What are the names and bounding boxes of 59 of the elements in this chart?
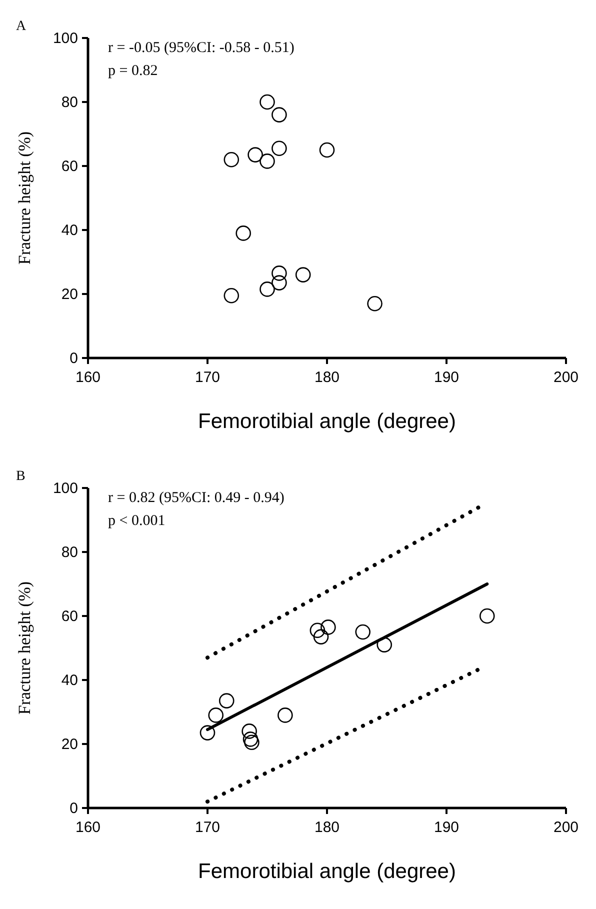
x-tick-label: 200: [553, 369, 579, 386]
point: [260, 94, 275, 110]
point: [272, 107, 287, 122]
x-tick-label: 180: [314, 819, 340, 836]
y-tick-label: 100: [52, 30, 78, 47]
point: [376, 637, 392, 652]
y-axis-title: Fracture height (%): [15, 581, 34, 715]
chart-title: B: [16, 469, 26, 484]
point: [218, 693, 234, 708]
annotation: p < 0.001: [108, 513, 166, 529]
y-tick-label: 60: [61, 608, 78, 625]
y-tick-label: 20: [61, 286, 78, 303]
point: [236, 226, 251, 241]
annotation: r = -0.05 (95%CI: -0.58 - 0.51): [108, 40, 294, 56]
y-tick-label: 0: [70, 800, 78, 817]
x-tick-label: 170: [194, 819, 220, 836]
point: [278, 708, 293, 723]
y-axis-title: Fracture height (%): [15, 131, 34, 265]
y-tick-label: 80: [61, 544, 78, 561]
y-tick-label: 40: [61, 672, 78, 689]
point: [260, 282, 275, 297]
x-tick-label: 190: [434, 369, 460, 386]
point: [295, 267, 311, 282]
point: [242, 724, 257, 739]
point: [224, 152, 240, 168]
point: [208, 708, 224, 723]
point: [355, 624, 370, 640]
y-tick-label: 40: [61, 222, 78, 239]
y-tick-label: 60: [61, 158, 78, 175]
point: [367, 296, 382, 312]
x-tick-label: 190: [434, 819, 460, 836]
x-tick-label: 180: [314, 369, 340, 386]
y-tick-label: 20: [61, 736, 78, 753]
point: [248, 147, 263, 162]
x-axis-title: Femorotibial angle (degree): [198, 410, 456, 433]
point: [224, 288, 240, 304]
x-tick-label: 160: [75, 369, 101, 386]
annotation: r = 0.82 (95%CI: 0.49 - 0.94): [108, 490, 284, 506]
chart-title: A: [16, 19, 27, 34]
point: [313, 629, 329, 644]
point: [310, 622, 326, 638]
point: [272, 275, 287, 290]
point: [272, 266, 287, 281]
x-tick-label: 200: [553, 819, 579, 836]
point: [272, 140, 287, 156]
y-tick-label: 80: [61, 94, 78, 111]
x-tick-label: 170: [194, 369, 220, 386]
x-tick-label: 160: [75, 819, 101, 836]
y-tick-label: 100: [52, 480, 78, 497]
y-tick-label: 0: [70, 350, 78, 367]
annotation: p = 0.82: [108, 63, 158, 79]
point: [244, 734, 260, 750]
point: [319, 142, 335, 158]
point: [320, 620, 336, 635]
x-axis-title: Femorotibial angle (degree): [198, 860, 456, 883]
point: [242, 732, 258, 747]
point: [260, 154, 275, 169]
point: [479, 608, 495, 624]
point: [200, 725, 216, 740]
